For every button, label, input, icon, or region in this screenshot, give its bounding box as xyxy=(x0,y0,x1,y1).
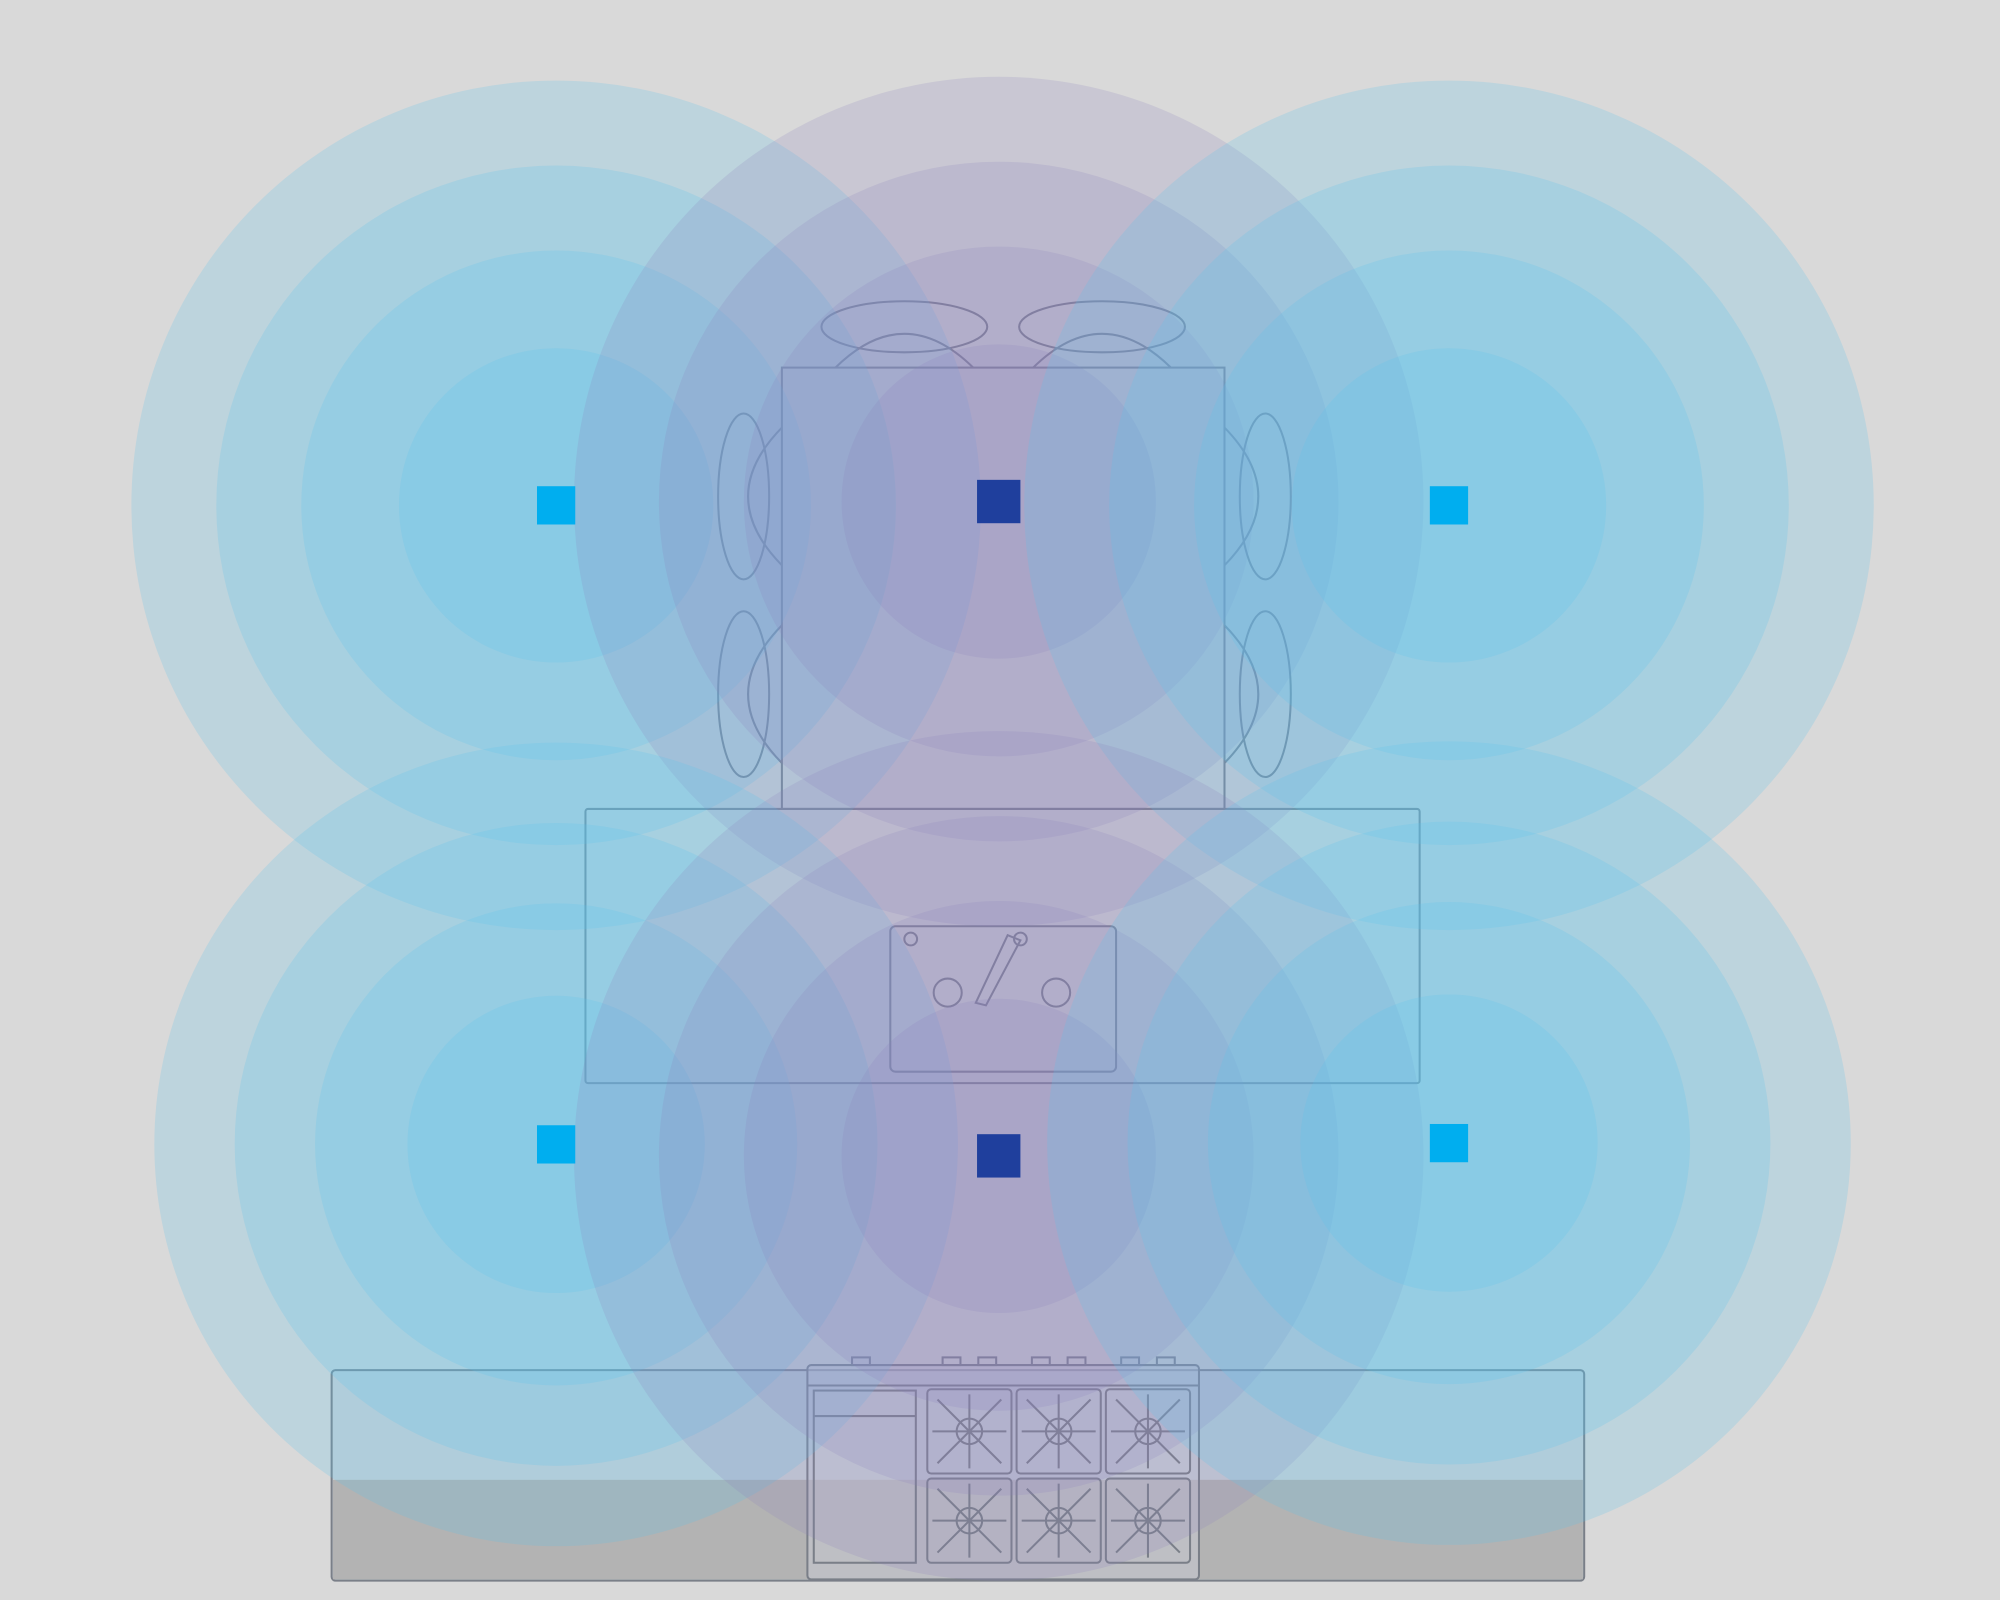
range-knob[interactable] xyxy=(941,1356,962,1367)
range-knob[interactable] xyxy=(1155,1356,1176,1367)
sink xyxy=(889,925,1118,1073)
range-knob[interactable] xyxy=(851,1356,871,1367)
furniture xyxy=(330,300,1586,1582)
speaker-bottom-center-marker[interactable] xyxy=(977,1134,1021,1178)
range-knob[interactable] xyxy=(977,1356,998,1367)
burner-grate xyxy=(1104,1388,1192,1475)
range-cooktop xyxy=(806,1356,1200,1581)
range-knob[interactable] xyxy=(1030,1356,1051,1367)
burner-grate xyxy=(926,1388,1013,1475)
speaker-bottom-right-marker[interactable] xyxy=(1429,1123,1469,1163)
chairs xyxy=(717,300,1292,779)
burner-grate xyxy=(1015,1477,1102,1564)
speaker-top-left-marker[interactable] xyxy=(536,486,576,525)
dining-table xyxy=(780,366,1226,810)
coverage-layer xyxy=(131,76,1874,1581)
burner-grate xyxy=(1015,1388,1102,1475)
speaker-bottom-left-marker[interactable] xyxy=(536,1125,576,1164)
burner-grate xyxy=(1104,1477,1192,1564)
speaker-top-right-marker[interactable] xyxy=(1429,486,1469,525)
speaker-top-center-marker[interactable] xyxy=(977,479,1021,524)
speaker-markers xyxy=(536,479,1469,1178)
burner-grate xyxy=(926,1477,1013,1564)
range-knob[interactable] xyxy=(1120,1356,1141,1367)
range-knob[interactable] xyxy=(1066,1356,1087,1367)
